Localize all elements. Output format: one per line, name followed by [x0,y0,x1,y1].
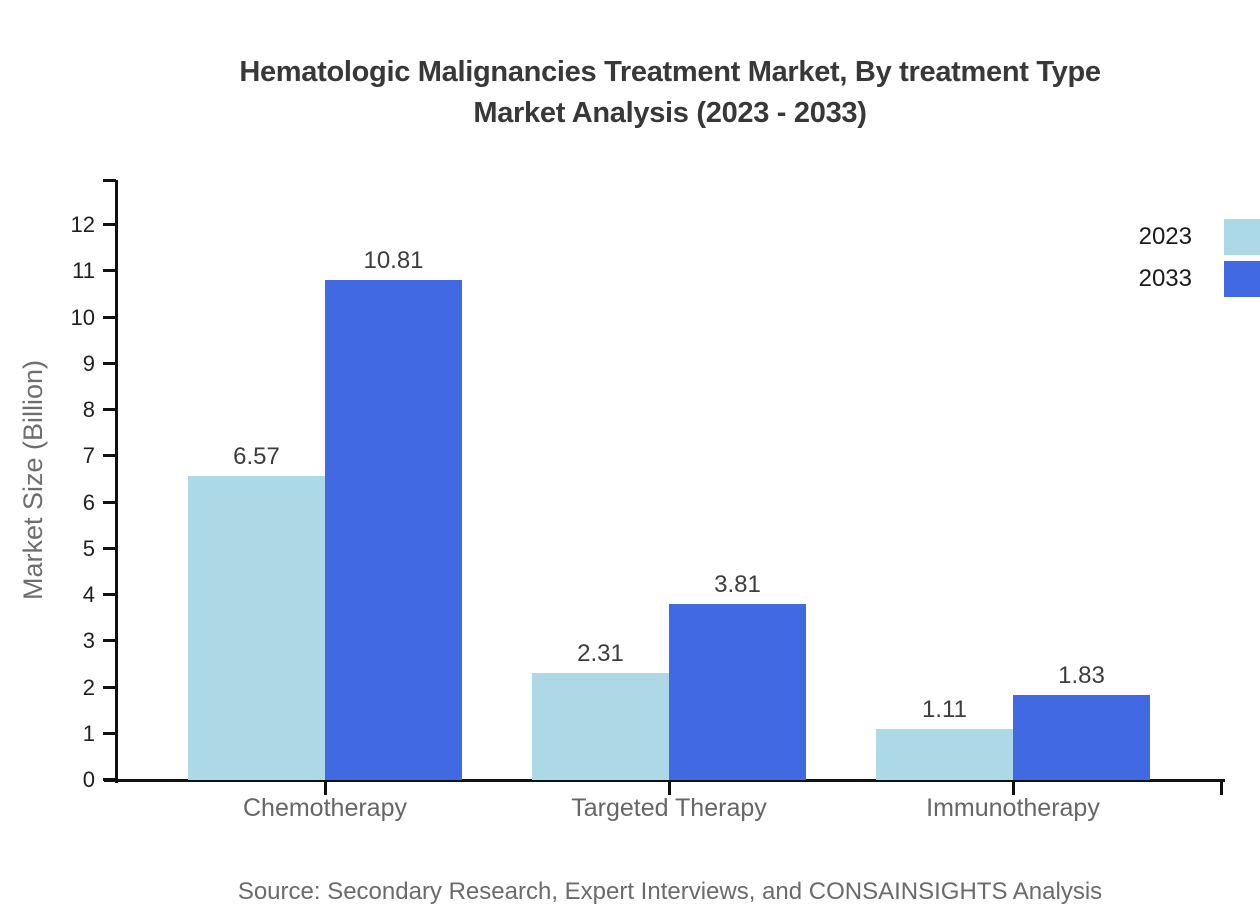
y-tick [103,315,116,319]
bar-value-label: 10.81 [363,247,424,274]
bar-value-label: 1.11 [922,696,967,723]
y-tick-label: 7 [82,443,95,469]
bar-2033-immunotherapy [1013,695,1150,780]
bar-2033-targeted-therapy [669,604,806,780]
y-tick [103,639,116,643]
bar-2033-chemotherapy [325,280,462,780]
category-tick [324,781,327,795]
chart-title-line-2: Market Analysis (2023 - 2033) [473,97,867,129]
y-tick-label: 2 [82,674,95,700]
bar-2023-immunotherapy [876,729,1013,780]
bar-2023-chemotherapy [188,476,325,780]
legend-label: 2023 [1138,223,1192,250]
y-tick-label: 3 [82,628,95,654]
y-tick [103,454,116,458]
legend-swatch [1224,261,1260,297]
y-tick-label: 4 [82,582,95,607]
y-tick [103,731,116,735]
legend-item-2033: 2033 [1020,261,1260,297]
y-tick-label: 8 [82,397,95,422]
y-tick [103,546,116,550]
y-tick-label: 9 [82,350,95,376]
source-text: Source: Secondary Research, Expert Inter… [237,878,1103,905]
category-label: Immunotherapy [926,794,1100,822]
category-label: Chemotherapy [243,794,407,822]
bar-2023-targeted-therapy [532,673,669,780]
y-tick [103,685,116,689]
y-tick [103,500,116,504]
y-tick [103,223,116,226]
chart-title-line-1: Hematologic Malignancies Treatment Marke… [239,56,1101,88]
y-tick [103,269,116,273]
legend-item-2023: 2023 [1020,219,1260,255]
bar-value-label: 1.83 [1058,662,1105,689]
category-tick [668,781,671,795]
chart-title: Hematologic Malignancies Treatment Marke… [80,52,1260,134]
y-tick-label: 5 [82,535,95,561]
category-tick [1012,781,1015,795]
legend-swatch [1224,219,1260,255]
category-label: Targeted Therapy [571,794,767,822]
y-tick-label: 6 [82,489,95,515]
legend-label: 2033 [1138,265,1192,292]
y-axis-line [115,180,118,783]
y-tick-label: 12 [70,212,95,237]
x-axis-end-tick [1220,781,1223,795]
bar-value-label: 2.31 [577,640,624,667]
y-tick-label: 11 [72,258,95,284]
x-axis-line [104,779,1225,782]
bar-value-label: 6.57 [233,443,280,470]
y-tick [103,408,116,411]
y-tick-label: 10 [70,304,95,330]
bar-value-label: 3.81 [714,571,761,598]
y-tick [103,361,116,365]
y-tick-label: 0 [82,767,95,792]
y-tick-label: 1 [82,720,95,746]
y-tick [103,593,116,596]
y-tick [103,778,116,781]
y-axis-end-tick [103,179,116,182]
